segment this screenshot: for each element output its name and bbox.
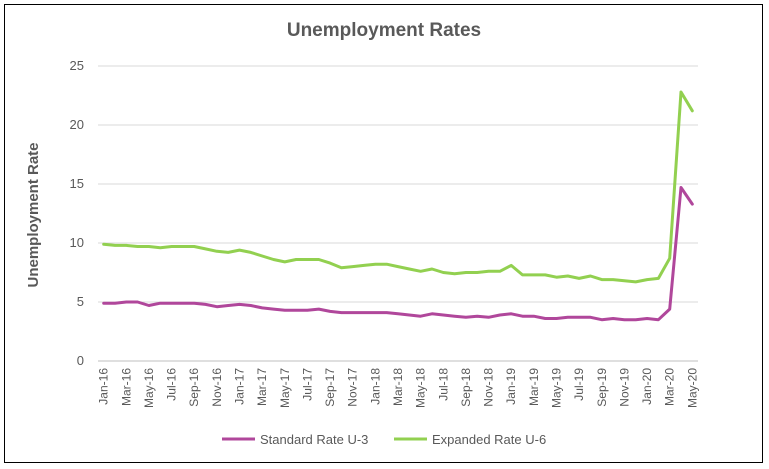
legend-label: Expanded Rate U-6 (432, 432, 546, 447)
gridlines (98, 65, 698, 362)
x-tick-label: Sep-17 (323, 368, 337, 407)
x-tick-label: Jan-20 (640, 368, 654, 405)
x-tick-label: Mar-18 (391, 368, 405, 406)
y-tick-label: 25 (70, 58, 84, 73)
y-tick-label: 20 (70, 117, 84, 132)
x-tick-label: Mar-16 (119, 368, 133, 406)
x-tick-label: May-17 (278, 368, 292, 408)
x-tick-label: Nov-19 (617, 368, 631, 407)
x-tick-labels: Jan-16 Mar-16 May-16 Jul-16 Sep-16 Nov-16 Jan-… (97, 368, 700, 408)
x-tick-label: Jul-16 (165, 368, 179, 401)
series-line (102, 90, 694, 284)
x-tick-label: Jan-17 (233, 368, 247, 405)
series-line (102, 186, 694, 322)
y-tick-label: 5 (77, 294, 84, 309)
x-tick-label: Jan-18 (368, 368, 382, 405)
x-tick-label: Jul-17 (300, 368, 314, 401)
x-tick-label: Mar-17 (255, 368, 269, 406)
x-tick-label: May-20 (685, 368, 699, 408)
x-tick-label: Jul-19 (572, 368, 586, 401)
series-lines (102, 90, 694, 322)
chart-frame (4, 4, 763, 463)
x-tick-label: May-16 (142, 368, 156, 408)
x-tick-label: Mar-20 (663, 368, 677, 406)
x-tick-label: Nov-17 (346, 368, 360, 407)
x-tick-label: Jul-18 (436, 368, 450, 401)
x-tick-label: Jan-19 (504, 368, 518, 405)
x-tick-label: Nov-16 (210, 368, 224, 407)
legend: Standard Rate U-3 Expanded Rate U-6 (222, 432, 546, 447)
x-tick-label: Sep-19 (595, 368, 609, 407)
y-tick-labels: 0 5 10 15 20 25 (70, 58, 84, 368)
x-tick-label: May-19 (549, 368, 563, 408)
x-tick-label: Sep-18 (459, 368, 473, 407)
x-tick-label: May-18 (414, 368, 428, 408)
y-tick-label: 15 (70, 176, 84, 191)
x-tick-label: Nov-18 (482, 368, 496, 407)
y-tick-label: 10 (70, 235, 84, 250)
y-tick-label: 0 (77, 353, 84, 368)
chart-title: Unemployment Rates (287, 20, 481, 41)
x-tick-label: Sep-16 (187, 368, 201, 407)
x-tick-label: Jan-16 (97, 368, 111, 405)
legend-label: Standard Rate U-3 (260, 432, 368, 447)
x-tick-label: Mar-19 (527, 368, 541, 406)
y-axis-label: Unemployment Rate (25, 142, 42, 287)
